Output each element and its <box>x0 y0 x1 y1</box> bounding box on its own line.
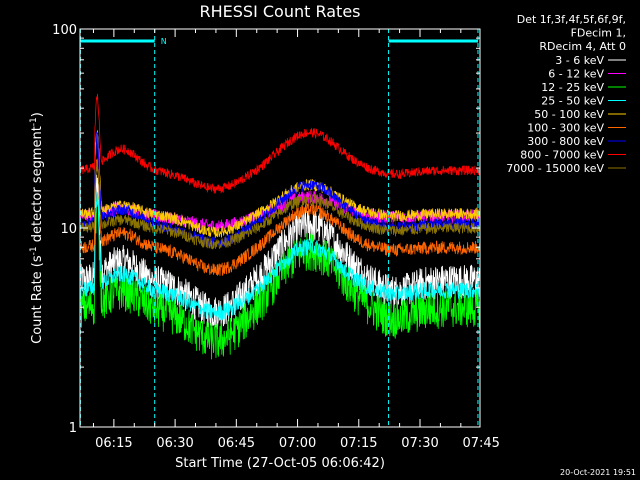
legend-label: 300 - 800 keV <box>527 135 604 148</box>
y-axis-label: Count Rate (s-1 detector segment-1) <box>29 112 45 344</box>
x-tick-label: 07:45 <box>462 436 499 451</box>
legend-label: 100 - 300 keV <box>527 122 604 135</box>
chart-title: RHESSI Count Rates <box>200 2 361 21</box>
x-axis-label: Start Time (27-Oct-05 06:06:42) <box>175 456 385 471</box>
y-axis-label-mid: detector segment <box>30 126 45 246</box>
series-line <box>79 174 481 330</box>
x-tick-label: 07:15 <box>340 436 377 451</box>
legend-label: 50 - 100 keV <box>534 108 604 121</box>
legend: Det 1f,3f,4f,5f,6f,9f,FDecim 1,RDecim 4,… <box>506 13 626 175</box>
series-line <box>79 93 481 194</box>
legend-header-line: FDecim 1, <box>571 27 626 40</box>
series-line <box>79 191 481 321</box>
x-tick-label: 06:15 <box>95 436 132 451</box>
y-axis-label-sup-2: -1 <box>29 117 39 126</box>
x-tick-label: 06:30 <box>156 436 193 451</box>
series-line <box>79 163 481 250</box>
y-axis-label-end: ) <box>30 112 45 117</box>
series-line <box>79 158 481 276</box>
x-tick-label: 06:45 <box>218 436 255 451</box>
series-layer <box>79 93 481 360</box>
legend-label: 800 - 7000 keV <box>520 149 604 162</box>
region-label: N <box>161 37 167 46</box>
y-axis-ticks: 100 10 1 <box>52 23 480 436</box>
y-axis-label-main: Count Rate (s <box>30 255 45 344</box>
legend-header-line: RDecim 4, Att 0 <box>539 40 626 53</box>
legend-label: 25 - 50 keV <box>541 95 604 108</box>
footer-timestamp: 20-Oct-2021 19:51 <box>560 468 636 477</box>
x-tick-label: 07:00 <box>279 436 316 451</box>
y-tick-label: 10 <box>60 222 77 237</box>
legend-label: 6 - 12 keV <box>548 68 604 81</box>
y-tick-label: 100 <box>52 23 77 38</box>
y-axis-label-sup-1: -1 <box>29 246 39 255</box>
y-tick-label: 1 <box>69 421 77 436</box>
x-axis-ticks: 06:15 06:30 06:45 07:00 07:15 07:30 07:45 <box>92 29 500 451</box>
series-line <box>79 193 481 360</box>
legend-label: 7000 - 15000 keV <box>506 162 604 175</box>
legend-label: 12 - 25 keV <box>541 81 604 94</box>
legend-label: 3 - 6 keV <box>555 54 604 67</box>
x-tick-label: 07:30 <box>401 436 438 451</box>
legend-header-line: Det 1f,3f,4f,5f,6f,9f, <box>517 13 626 26</box>
